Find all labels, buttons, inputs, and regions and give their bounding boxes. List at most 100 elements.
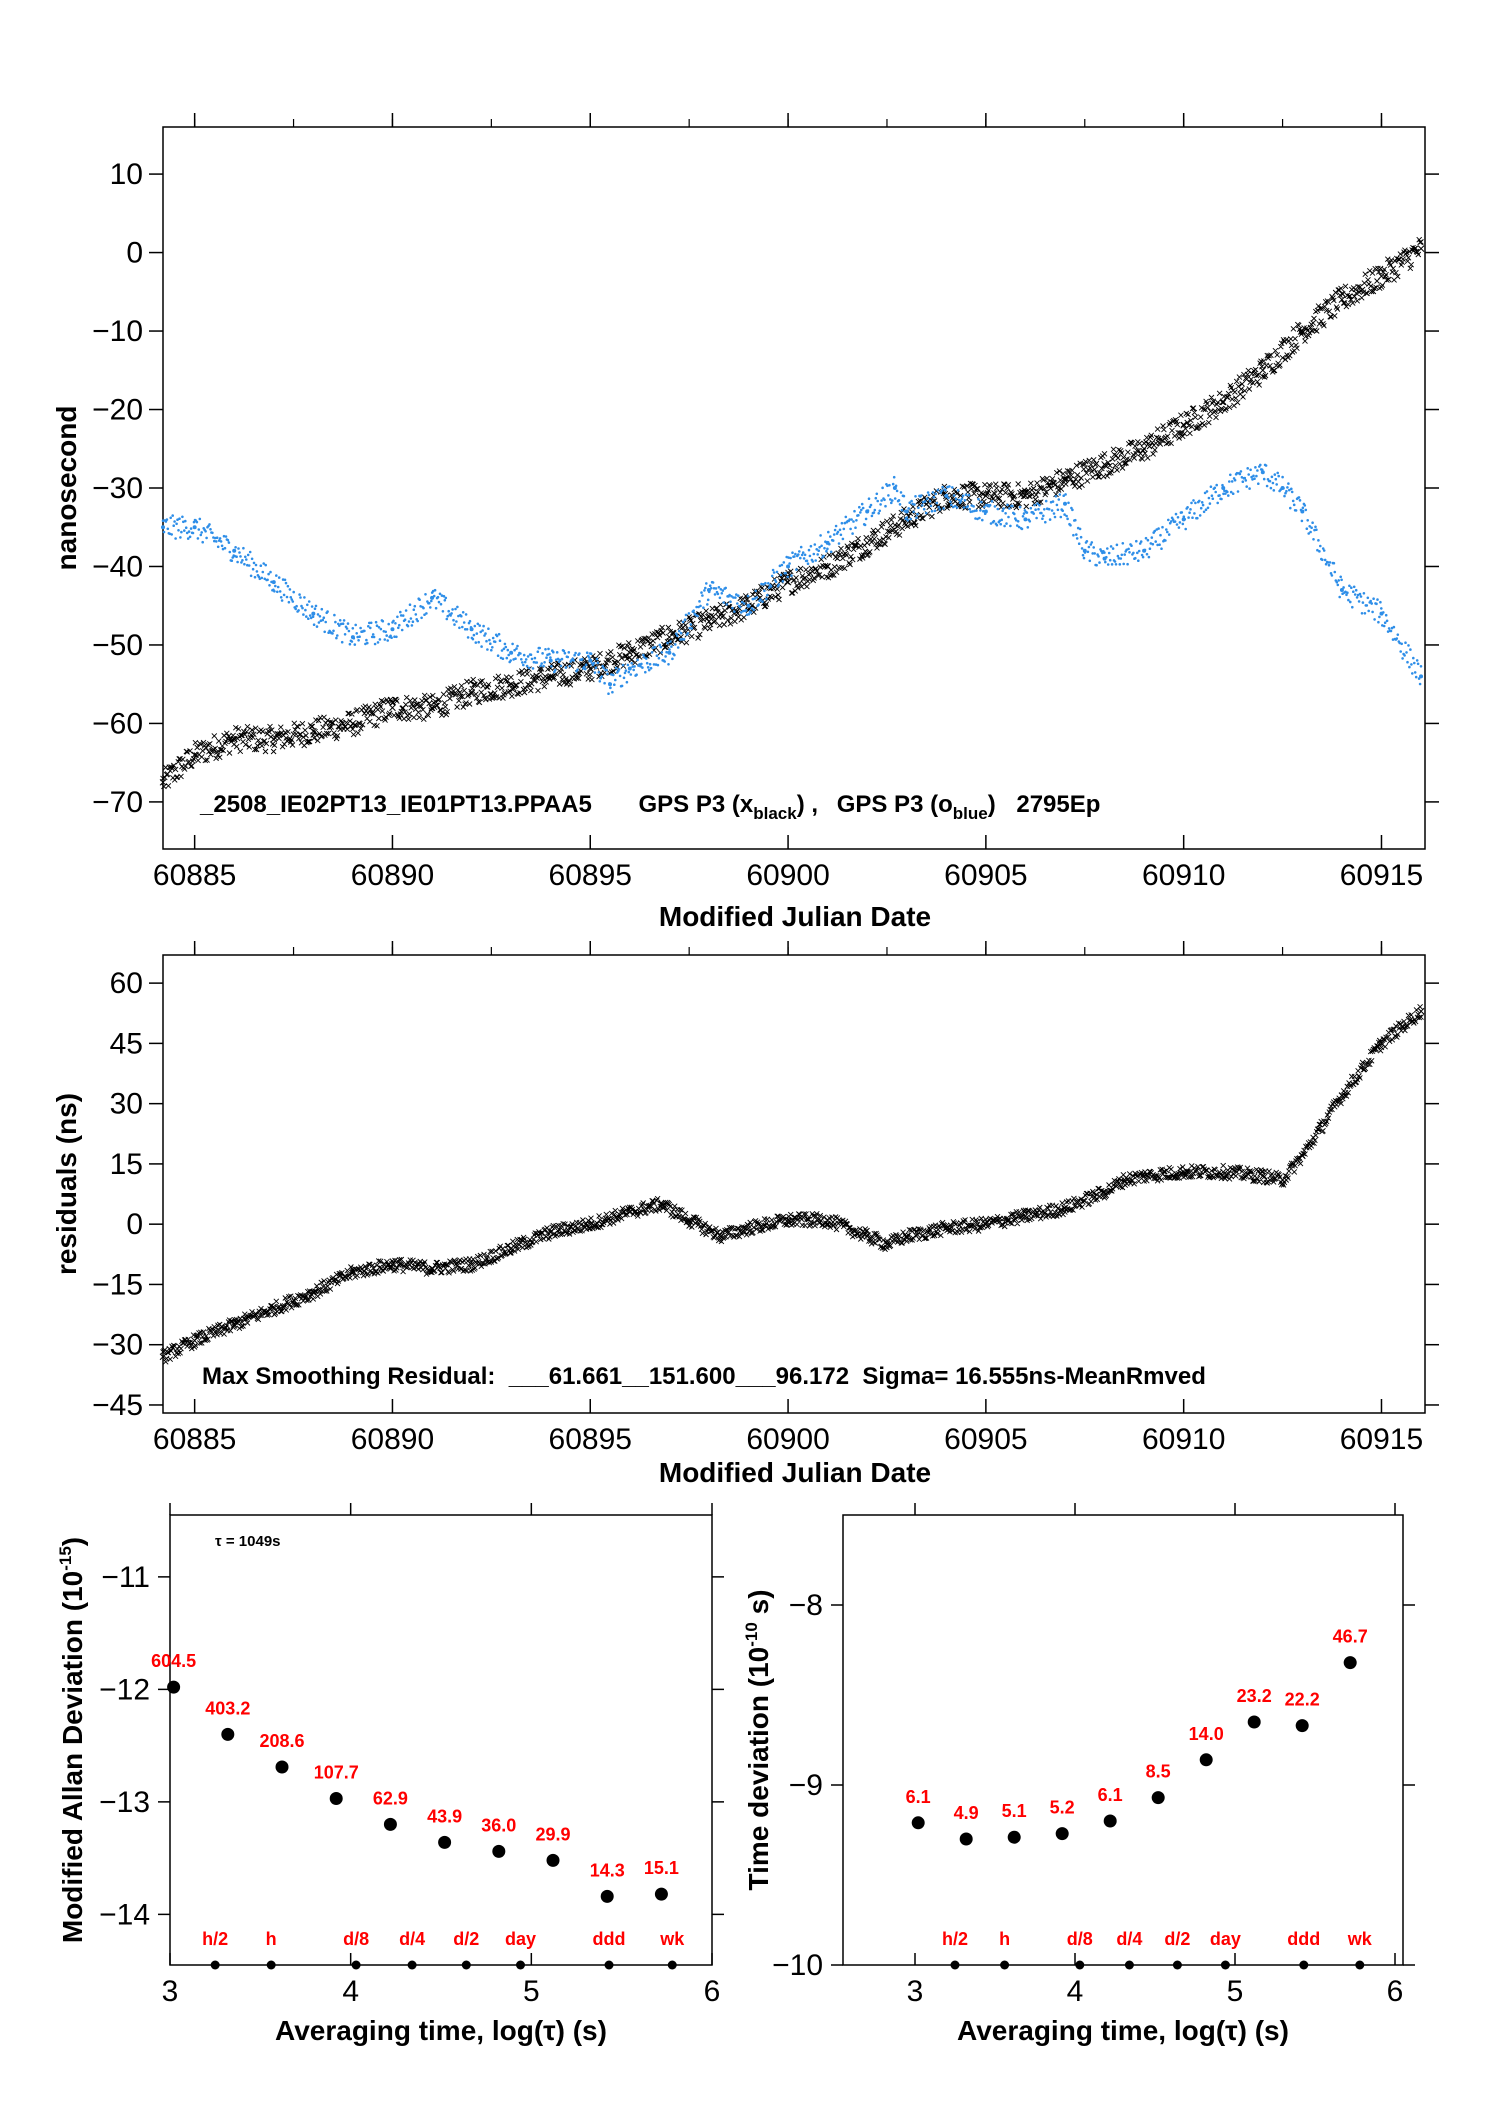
interval-marker [950,1960,960,1970]
data-point [271,580,276,585]
annotation-tail-1: ) , [797,791,818,818]
data-point [1247,1715,1261,1729]
point-label: 8.5 [1146,1762,1171,1782]
y-tick-label: −11 [101,1561,150,1594]
x-tick-label: 4 [1067,1975,1084,2008]
x-tick-label: 3 [162,1975,179,2008]
x-tick-label: 60900 [746,859,829,892]
chart-annotation: Max Smoothing Residual: ___61.661__151.6… [202,1363,1206,1390]
y-tick-label: −60 [92,707,143,740]
x-tick-labels: 60885 60890 60895 60900 60905 60910 60915 [153,859,1423,892]
annotation-epochs: 2795Ep [1016,791,1100,818]
x-tick-label: 60915 [1340,859,1423,892]
interval-label: ddd [593,1929,626,1949]
data-point [1221,486,1226,490]
data-points: 6.1 4.9 5.1 5.2 6.1 8.5 14.0 23.2 22.2 46.7 h/2 h d/… [906,1627,1373,1970]
y-tick-label: −10 [772,1949,823,1982]
interval-marker [667,1960,677,1970]
y-tick-label: 30 [110,1088,143,1121]
y-tick-label: −30 [92,1329,143,1362]
data-point [161,525,165,530]
y-axis-title-tail: s) [743,1589,774,1622]
x-tick-label: 60885 [153,859,236,892]
y-tick-labels: 10 0 −10 −20 −30 −40 −50 −60 −70 [92,158,143,819]
data-point [1103,1814,1117,1828]
x-axis-title: Modified Julian Date [659,901,931,932]
x-axis-title: Modified Julian Date [659,1457,931,1488]
data-point [959,1832,973,1846]
x-tick-labels: 3 4 5 6 [162,1975,721,2008]
chart-annotation: _2508_IE02PT13_IE01PT13.PPAA5 GPS P3 (xb… [199,791,1100,823]
interval-marker [1172,1960,1182,1970]
data-point [911,1816,925,1830]
x-tick-label: 60900 [746,1423,829,1456]
plot-frame [169,1514,713,1966]
interval-marker [604,1960,614,1970]
x-tick-label: 5 [523,1975,540,2008]
data-point [275,1760,289,1774]
data-point [1199,1753,1213,1767]
x-tick-label: 6 [704,1975,721,2008]
interval-label: d/2 [453,1929,479,1949]
x-tick-label: 60915 [1340,1423,1423,1456]
data-point [167,1680,181,1694]
point-label: 22.2 [1285,1690,1320,1710]
y-axis-title: Modified Allan Deviation (10-15) [56,1537,88,1943]
data-point [1055,1827,1069,1841]
interval-marker [1220,1960,1230,1970]
data-point [1151,1791,1165,1805]
timing-chart: 10 0 −10 −20 −30 −40 −50 −60 −70 60885 60890 60895… [51,113,1439,932]
interval-label: day [505,1929,536,1949]
interval-marker [1299,1960,1309,1970]
interval-marker [1124,1960,1134,1970]
data-point [232,548,237,553]
x-tick-label: 6 [1387,1975,1404,2008]
interval-label: d/8 [1067,1929,1093,1949]
data-point [654,1887,668,1901]
point-label: 5.2 [1050,1798,1075,1818]
data-point [383,1817,397,1831]
mdev-chart: 604.5 403.2 208.6 107.7 62.9 43.9 36.0 29.9 14.3… [56,1503,724,2046]
point-label: 5.1 [1002,1801,1027,1821]
x-tick-label: 60885 [153,1423,236,1456]
interval-marker [407,1960,417,1970]
point-label: 6.1 [1098,1785,1123,1805]
data-points [159,236,1425,790]
data-point [667,650,672,655]
data-point [1295,1719,1309,1733]
y-tick-label: −20 [92,394,143,427]
y-tick-label: 60 [110,967,143,1000]
annotation-series-2: GPS P3 (o [837,791,953,818]
data-point [329,1792,343,1805]
y-axis-title-exponent: -10 [742,1622,761,1647]
y-axis-title-exponent: -15 [56,1546,75,1571]
data-point [1343,1656,1357,1670]
y-tick-label: 45 [110,1027,143,1060]
point-label: 23.2 [1237,1686,1272,1706]
x-tick-label: 60890 [351,859,434,892]
series-1 [159,1003,1425,1365]
y-tick-label: −70 [92,786,143,819]
point-label: 62.9 [373,1788,408,1808]
x-axis-title: Averaging time, log(τ) (s) [957,2015,1289,2046]
y-tick-label: −45 [92,1389,143,1422]
interval-label: wk [659,1929,685,1949]
axis-ticks [149,941,1439,1413]
y-axis-title: nanosecond [51,406,82,571]
y-axis-title-tail: ) [57,1537,88,1546]
axis-ticks [158,1503,724,1965]
annotation-file: _2508_IE02PT13_IE01PT13.PPAA5 [199,791,592,818]
y-tick-label: 0 [126,1208,143,1241]
point-label: 6.1 [906,1787,931,1807]
y-tick-label: −14 [99,1898,150,1931]
y-tick-label: 0 [126,237,143,270]
data-point [390,627,395,632]
interval-label: d/4 [1116,1929,1142,1949]
interval-label: wk [1347,1929,1373,1949]
interval-marker [210,1960,220,1970]
series-2 [161,463,1424,695]
data-point [1062,501,1067,506]
y-tick-label: 15 [110,1148,143,1181]
